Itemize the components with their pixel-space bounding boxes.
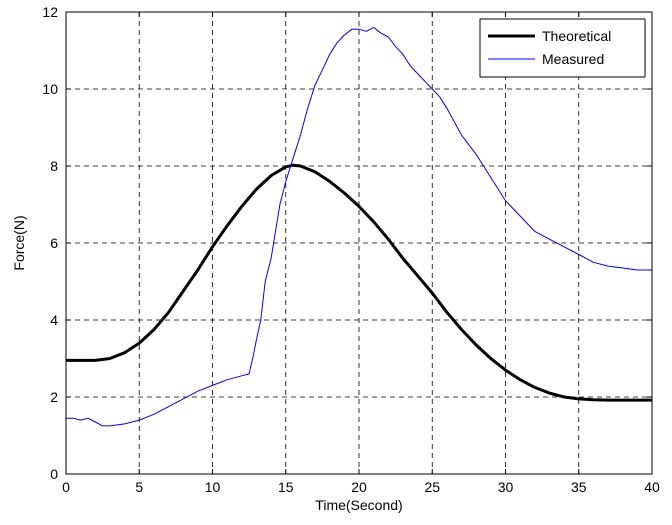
series-lines [66, 26, 652, 427]
x-tick-label: 40 [644, 479, 660, 495]
y-tick-label: 10 [42, 81, 58, 97]
y-tick-label: 2 [50, 389, 58, 405]
y-tick-labels: 0 2 4 6 8 10 12 [42, 4, 58, 482]
x-tick-label: 25 [424, 479, 440, 495]
y-tick-label: 6 [50, 235, 58, 251]
y-tick-label: 8 [50, 158, 58, 174]
x-tick-label: 15 [278, 479, 294, 495]
x-tick-label: 10 [205, 479, 221, 495]
x-axis-label: Time(Second) [315, 497, 402, 513]
x-tick-label: 0 [62, 479, 70, 495]
x-tick-label: 5 [135, 479, 143, 495]
y-tick-label: 0 [50, 466, 58, 482]
legend: Theoretical Measured [479, 18, 646, 78]
plot-frame [65, 11, 653, 475]
legend-label-theoretical: Theoretical [542, 28, 611, 44]
x-tick-label: 35 [571, 479, 587, 495]
x-tick-label: 30 [498, 479, 514, 495]
legend-box [479, 18, 646, 78]
x-tick-labels: 0 5 10 15 20 25 30 35 40 [62, 479, 660, 495]
series-line-theoretical [66, 163, 652, 402]
x-tick-label: 20 [351, 479, 367, 495]
y-tick-label: 12 [42, 4, 58, 20]
y-tick-label: 4 [50, 312, 58, 328]
y-axis-label: Force(N) [11, 215, 27, 270]
series-line-measured [66, 26, 652, 427]
legend-label-measured: Measured [542, 51, 604, 67]
